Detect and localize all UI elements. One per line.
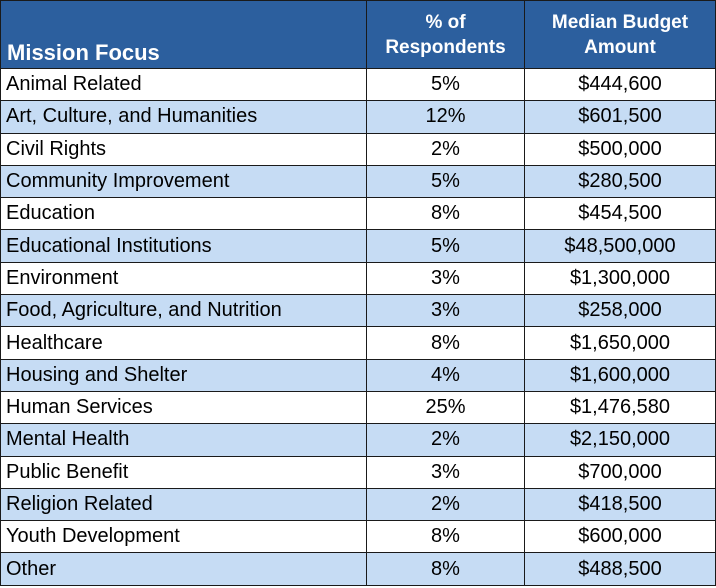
cell-mission-focus: Educational Institutions (0, 229, 367, 263)
cell-mission-focus: Mental Health (0, 423, 367, 457)
cell-median-budget: $280,500 (524, 164, 716, 199)
table-row: Mental Health 2% $2,150,000 (0, 423, 716, 457)
cell-pct-respondents: 4% (366, 358, 525, 392)
cell-median-budget: $444,600 (524, 67, 716, 102)
table-row: Public Benefit 3% $700,000 (0, 455, 716, 489)
cell-pct-respondents: 3% (366, 261, 525, 296)
cell-mission-focus: Housing and Shelter (0, 358, 367, 392)
table-row: Community Improvement 5% $280,500 (0, 164, 716, 199)
cell-median-budget: $418,500 (524, 487, 716, 522)
cell-median-budget: $600,000 (524, 520, 716, 554)
cell-pct-respondents: 5% (366, 229, 525, 263)
cell-mission-focus: Public Benefit (0, 455, 367, 489)
cell-pct-respondents: 8% (366, 520, 525, 554)
cell-mission-focus: Youth Development (0, 520, 367, 554)
cell-pct-respondents: 5% (366, 164, 525, 199)
cell-median-budget: $1,650,000 (524, 326, 716, 360)
table-row: Animal Related 5% $444,600 (0, 67, 716, 102)
cell-pct-respondents: 2% (366, 132, 525, 166)
cell-median-budget: $454,500 (524, 197, 716, 231)
cell-pct-respondents: 2% (366, 487, 525, 522)
table-header: Mission Focus % of Respondents Median Bu… (0, 0, 716, 69)
table-row: Food, Agriculture, and Nutrition 3% $258… (0, 294, 716, 328)
cell-median-budget: $601,500 (524, 100, 716, 134)
cell-median-budget: $48,500,000 (524, 229, 716, 263)
cell-mission-focus: Education (0, 197, 367, 231)
table-row: Educational Institutions 5% $48,500,000 (0, 229, 716, 263)
cell-mission-focus: Food, Agriculture, and Nutrition (0, 294, 367, 328)
header-budget-line1: Median Budget (551, 11, 689, 33)
cell-pct-respondents: 3% (366, 455, 525, 489)
table-row: Other 8% $488,500 (0, 552, 716, 586)
cell-pct-respondents: 5% (366, 67, 525, 102)
cell-mission-focus: Human Services (0, 390, 367, 425)
table-row: Housing and Shelter 4% $1,600,000 (0, 358, 716, 392)
cell-median-budget: $500,000 (524, 132, 716, 166)
table-row: Civil Rights 2% $500,000 (0, 132, 716, 166)
cell-pct-respondents: 3% (366, 294, 525, 328)
table-body: Animal Related 5% $444,600 Art, Culture,… (0, 67, 716, 586)
header-pct-respondents: % of Respondents (366, 0, 525, 69)
header-budget-line2: Amount (584, 36, 656, 58)
cell-mission-focus: Healthcare (0, 326, 367, 360)
cell-median-budget: $258,000 (524, 294, 716, 328)
table-row: Human Services 25% $1,476,580 (0, 390, 716, 425)
cell-median-budget: $1,600,000 (524, 358, 716, 392)
header-pct-line1: % of (425, 11, 466, 33)
header-pct-line2: Respondents (385, 36, 506, 58)
cell-pct-respondents: 8% (366, 552, 525, 586)
cell-pct-respondents: 25% (366, 390, 525, 425)
cell-pct-respondents: 8% (366, 326, 525, 360)
header-row: Mission Focus % of Respondents Median Bu… (0, 0, 716, 69)
cell-mission-focus: Animal Related (0, 67, 367, 102)
header-median-budget: Median Budget Amount (524, 0, 716, 69)
table-row: Youth Development 8% $600,000 (0, 520, 716, 554)
table-row: Art, Culture, and Humanities 12% $601,50… (0, 100, 716, 134)
cell-median-budget: $2,150,000 (524, 423, 716, 457)
cell-median-budget: $1,476,580 (524, 390, 716, 425)
cell-pct-respondents: 2% (366, 423, 525, 457)
table-row: Education 8% $454,500 (0, 197, 716, 231)
cell-median-budget: $700,000 (524, 455, 716, 489)
cell-mission-focus: Religion Related (0, 487, 367, 522)
cell-mission-focus: Other (0, 552, 367, 586)
table-row: Healthcare 8% $1,650,000 (0, 326, 716, 360)
cell-mission-focus: Civil Rights (0, 132, 367, 166)
header-mission-focus: Mission Focus (0, 0, 367, 69)
cell-pct-respondents: 12% (366, 100, 525, 134)
cell-mission-focus: Art, Culture, and Humanities (0, 100, 367, 134)
cell-median-budget: $1,300,000 (524, 261, 716, 296)
cell-mission-focus: Community Improvement (0, 164, 367, 199)
cell-pct-respondents: 8% (366, 197, 525, 231)
cell-mission-focus: Environment (0, 261, 367, 296)
cell-median-budget: $488,500 (524, 552, 716, 586)
table-row: Religion Related 2% $418,500 (0, 487, 716, 522)
table-row: Environment 3% $1,300,000 (0, 261, 716, 296)
